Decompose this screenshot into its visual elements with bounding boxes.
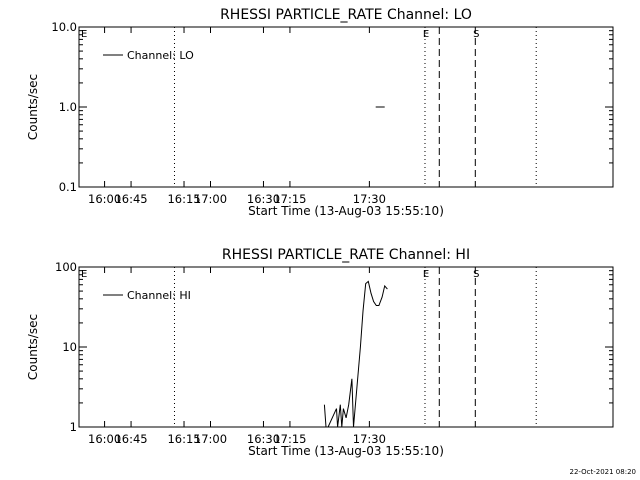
event-line-label: E	[423, 29, 429, 40]
y-tick-label: 1.0	[59, 100, 77, 114]
x-tick-label: 16:45	[114, 432, 147, 446]
x-axis-label: Start Time (13-Aug-03 15:55:10)	[248, 444, 444, 458]
x-tick-label: 17:00	[194, 432, 227, 446]
timestamp: 22-Oct-2021 08:20	[570, 468, 636, 476]
x-tick-label: 16:30	[247, 432, 280, 446]
x-tick-label: 16:30	[247, 192, 280, 206]
x-tick-label: 16:00	[88, 432, 121, 446]
chart-title: RHESSI PARTICLE_RATE Channel: HI	[222, 247, 470, 263]
y-tick-label: 0.1	[59, 180, 77, 194]
series-line	[323, 280, 388, 428]
legend-label: Channel: HI	[127, 289, 191, 302]
y-tick-label: 100	[55, 260, 77, 274]
y-tick-label: 10.0	[51, 20, 77, 34]
x-tick-label: 16:00	[88, 192, 121, 206]
event-line-label: S	[473, 269, 479, 280]
x-tick-label: 17:15	[273, 192, 306, 206]
event-line-label: E	[423, 269, 429, 280]
event-line-label: S	[473, 29, 479, 40]
x-tick-label: 17:15	[273, 432, 306, 446]
x-tick-label: 17:30	[353, 432, 386, 446]
x-tick-label: 16:15	[167, 432, 200, 446]
y-tick-label: 1	[70, 420, 77, 434]
chart-title: RHESSI PARTICLE_RATE Channel: LO	[220, 7, 472, 23]
y-axis-label: Counts/sec	[26, 314, 40, 380]
x-tick-label: 17:30	[353, 192, 386, 206]
x-tick-label: 16:45	[114, 192, 147, 206]
legend-label: Channel: LO	[127, 49, 194, 62]
x-tick-label: 17:00	[194, 192, 227, 206]
edge-marker-label: E	[81, 269, 87, 280]
x-tick-label: 16:15	[167, 192, 200, 206]
edge-marker-label: E	[81, 29, 87, 40]
x-axis-label: Start Time (13-Aug-03 15:55:10)	[248, 204, 444, 218]
y-axis-label: Counts/sec	[26, 74, 40, 140]
y-tick-label: 10	[62, 340, 77, 354]
